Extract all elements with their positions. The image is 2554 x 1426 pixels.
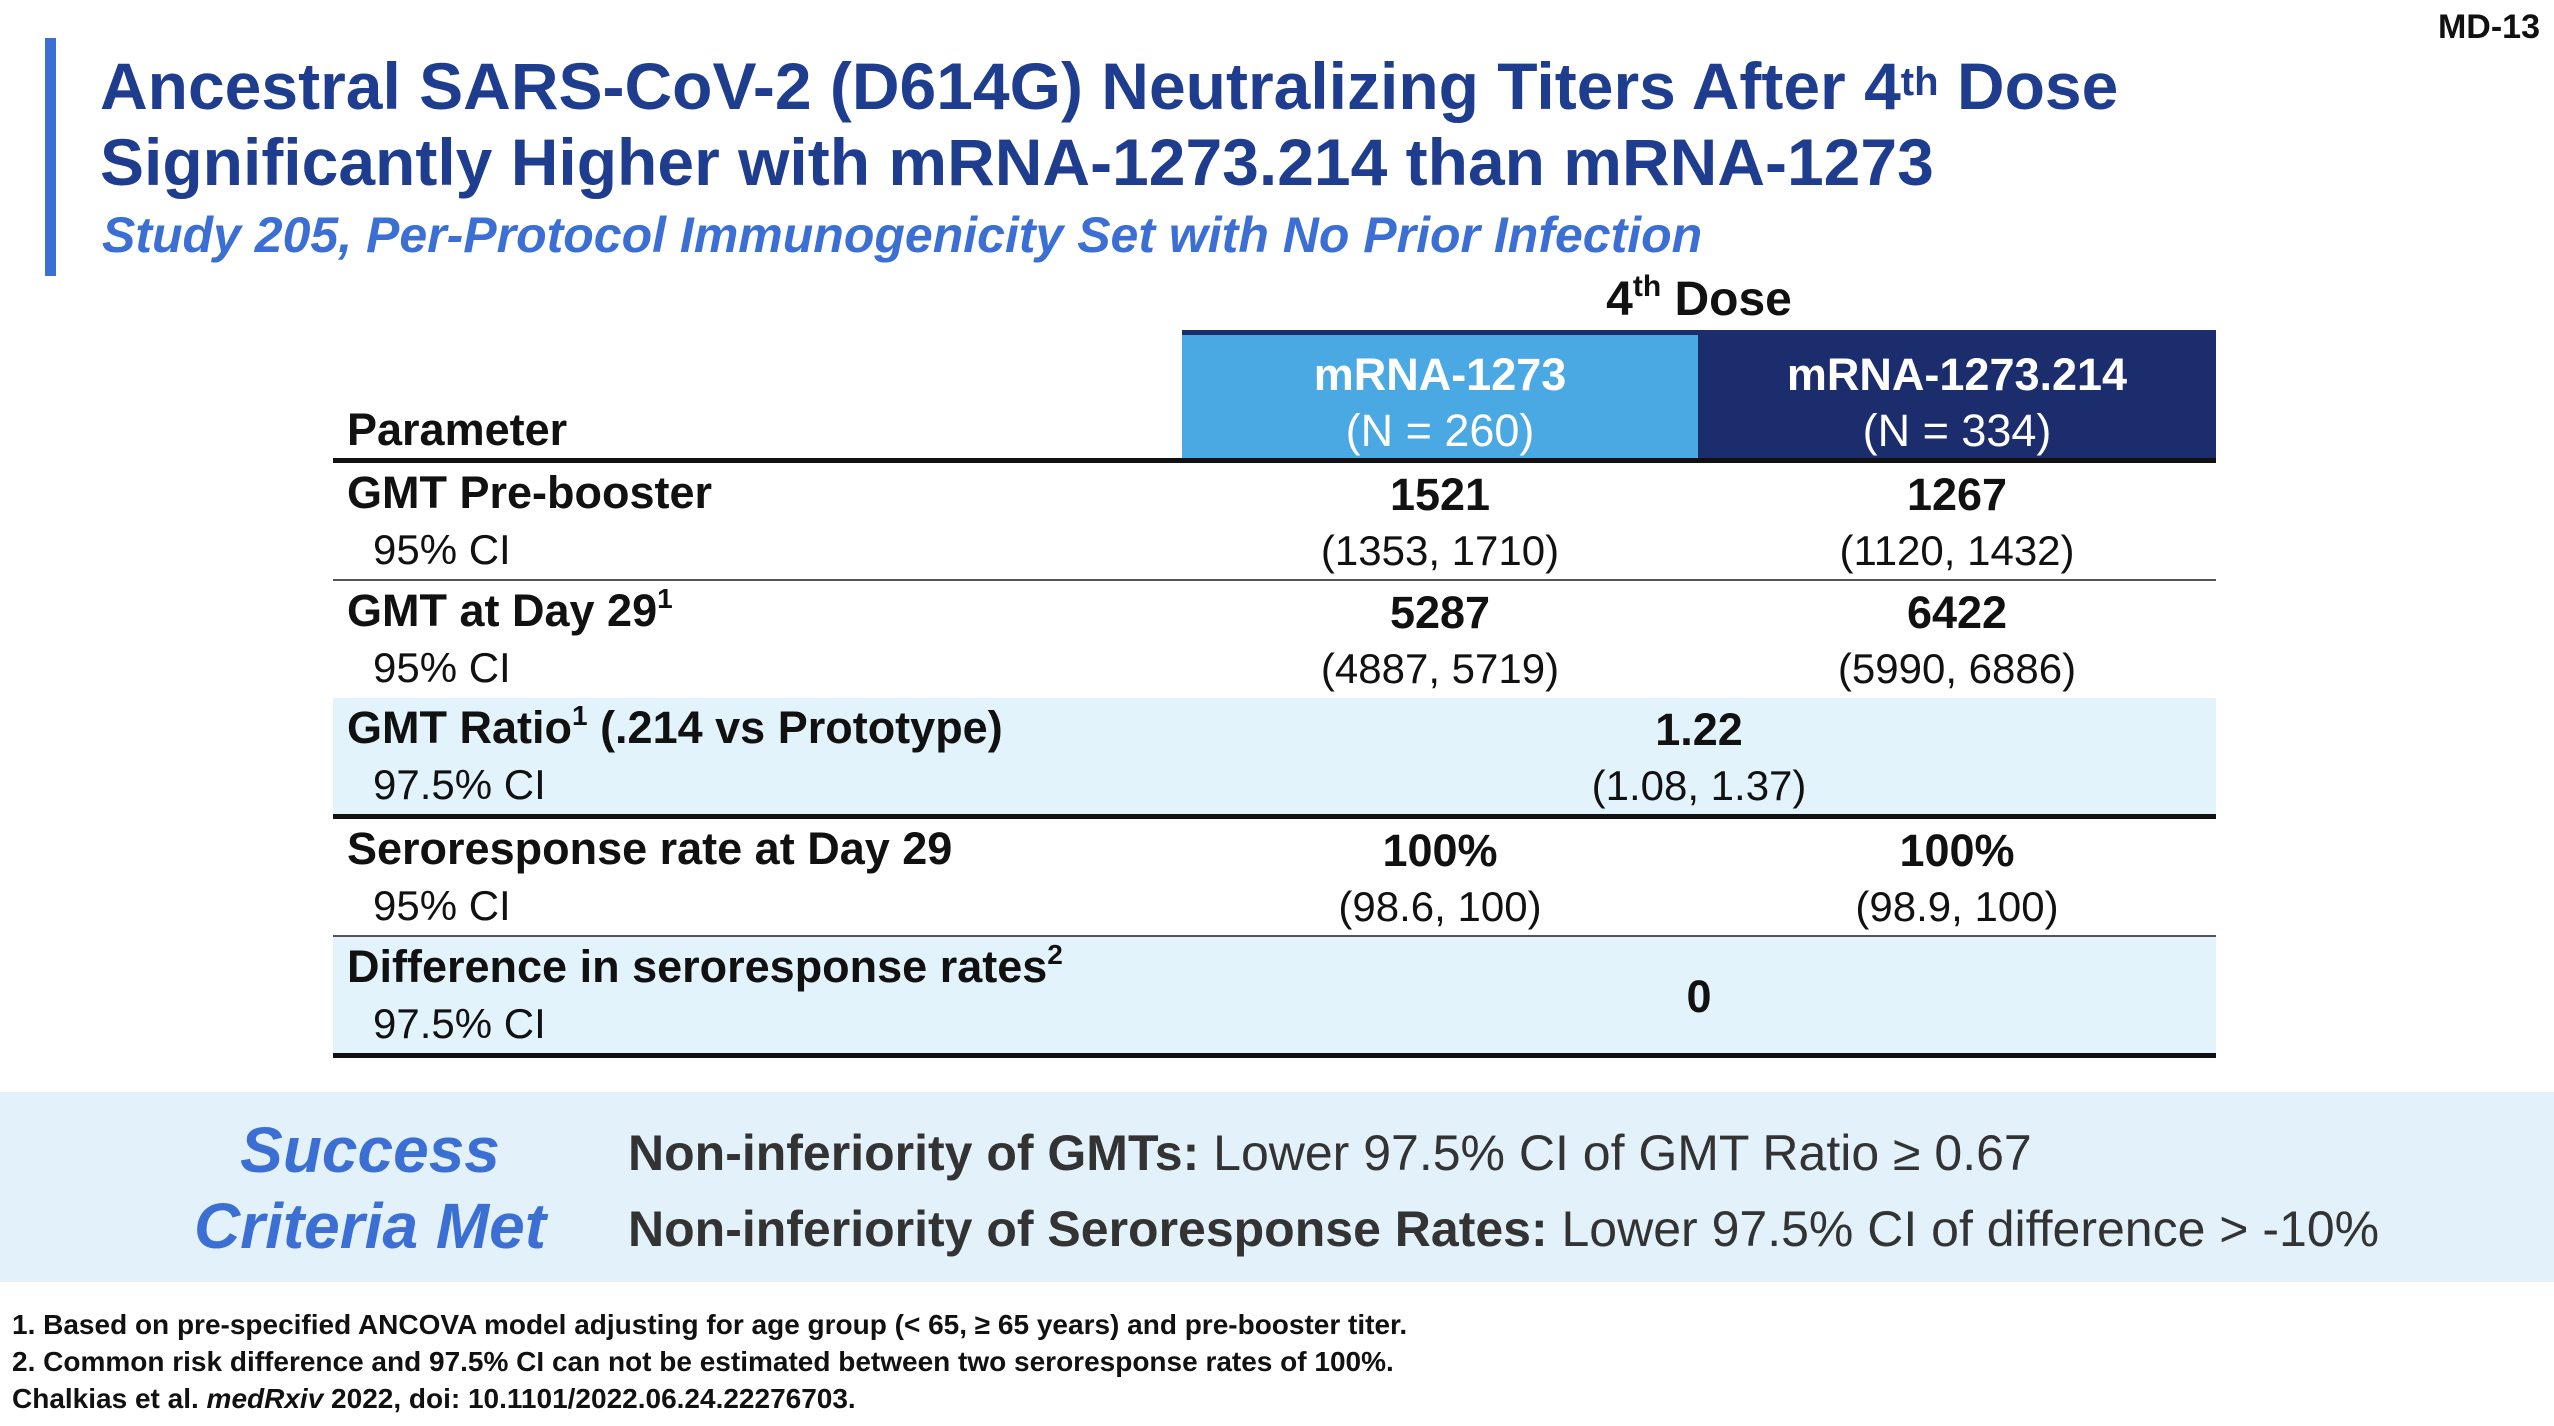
value-col2: 1267 [1906, 469, 2008, 520]
footnote-citation: Chalkias et al. medRxiv 2022, doi: 10.11… [12, 1383, 856, 1414]
value-col2: 6422 [1906, 587, 2008, 638]
title-accent-bar [45, 38, 56, 276]
column-n: (N = 260) [1345, 405, 1535, 456]
row-label: Difference in seroresponse rates2 [347, 939, 1063, 992]
value-col2: 100% [1899, 825, 2015, 876]
column-header-mrna-1273-214: mRNA-1273.214 (N = 334) [1698, 330, 2216, 458]
row-label: Seroresponse rate at Day 29 [347, 823, 953, 874]
criterion-seroresponse: Non-inferiority of Seroresponse Rates: L… [628, 1201, 2380, 1257]
column-name: mRNA-1273 [1313, 349, 1567, 400]
row-divider-thick [333, 814, 2216, 819]
footnote-2: 2. Common risk difference and 97.5% CI c… [12, 1346, 1394, 1377]
table-bottom-rule [333, 1053, 2216, 1058]
footnote-1: 1. Based on pre-specified ANCOVA model a… [12, 1309, 1408, 1340]
row-divider [333, 579, 2216, 581]
table-top-rule [333, 458, 2216, 463]
table-row-gmt-ratio: GMT Ratio1 (.214 vs Prototype) 97.5% CI … [333, 698, 2216, 815]
ci-label: 97.5% CI [373, 1000, 546, 1047]
value-col1: 1521 [1389, 469, 1491, 520]
value-col1: 100% [1382, 825, 1498, 876]
parameter-header: Parameter [347, 404, 568, 455]
row-label: GMT at Day 291 [347, 583, 673, 636]
difference-value: 0 [1686, 971, 1712, 1022]
success-criteria-band [0, 1092, 2554, 1282]
table-row-gmt-pre-booster: GMT Pre-booster 95% CI 1521 (1353, 1710)… [333, 463, 2216, 580]
ci-col2: (5990, 6886) [1837, 645, 2077, 692]
ci-col1: (98.6, 100) [1338, 883, 1542, 930]
gmt-ratio-value: 1.22 [1655, 704, 1743, 755]
criterion-gmt: Non-inferiority of GMTs: Lower 97.5% CI … [628, 1125, 2032, 1181]
row-label: GMT Ratio1 (.214 vs Prototype) [347, 700, 1003, 753]
ci-col2: (1120, 1432) [1839, 527, 2075, 574]
title-line2: Significantly Higher with mRNA-1273.214 … [100, 125, 1934, 199]
ci-label: 95% CI [373, 526, 511, 573]
table-row-seroresponse-rate: Seroresponse rate at Day 29 95% CI 100% … [333, 819, 2216, 936]
ci-label: 95% CI [373, 882, 511, 929]
column-name: mRNA-1273.214 [1786, 349, 2128, 400]
table-row-seroresponse-difference: Difference in seroresponse rates2 97.5% … [333, 937, 2216, 1054]
slide-id: MD-13 [2437, 8, 2540, 46]
ci-label: 97.5% CI [373, 761, 546, 808]
gmt-ratio-ci: (1.08, 1.37) [1591, 762, 1807, 809]
ci-col1: (4887, 5719) [1320, 645, 1560, 692]
page-title: Ancestral SARS-CoV-2 (D614G) Neutralizin… [100, 48, 2118, 200]
column-n: (N = 334) [1862, 405, 2052, 456]
ci-col1: (1353, 1710) [1320, 527, 1560, 574]
table-row-gmt-day-29: GMT at Day 291 95% CI 5287 (4887, 5719) … [333, 581, 2216, 698]
subtitle: Study 205, Per-Protocol Immunogenicity S… [102, 207, 1703, 263]
row-label: GMT Pre-booster [347, 467, 713, 518]
column-header-mrna-1273: mRNA-1273 (N = 260) [1182, 330, 1698, 458]
footnotes: 1. Based on pre-specified ANCOVA model a… [12, 1306, 1407, 1417]
ci-label: 95% CI [373, 644, 511, 691]
ci-col2: (98.9, 100) [1855, 883, 2059, 930]
title-line1: Ancestral SARS-CoV-2 (D614G) Neutralizin… [100, 49, 2119, 123]
dose-header: 4th Dose [1606, 270, 1792, 326]
value-col1: 5287 [1389, 587, 1491, 638]
row-divider [333, 935, 2216, 937]
success-criteria-title: Success Criteria Met [193, 1114, 547, 1262]
